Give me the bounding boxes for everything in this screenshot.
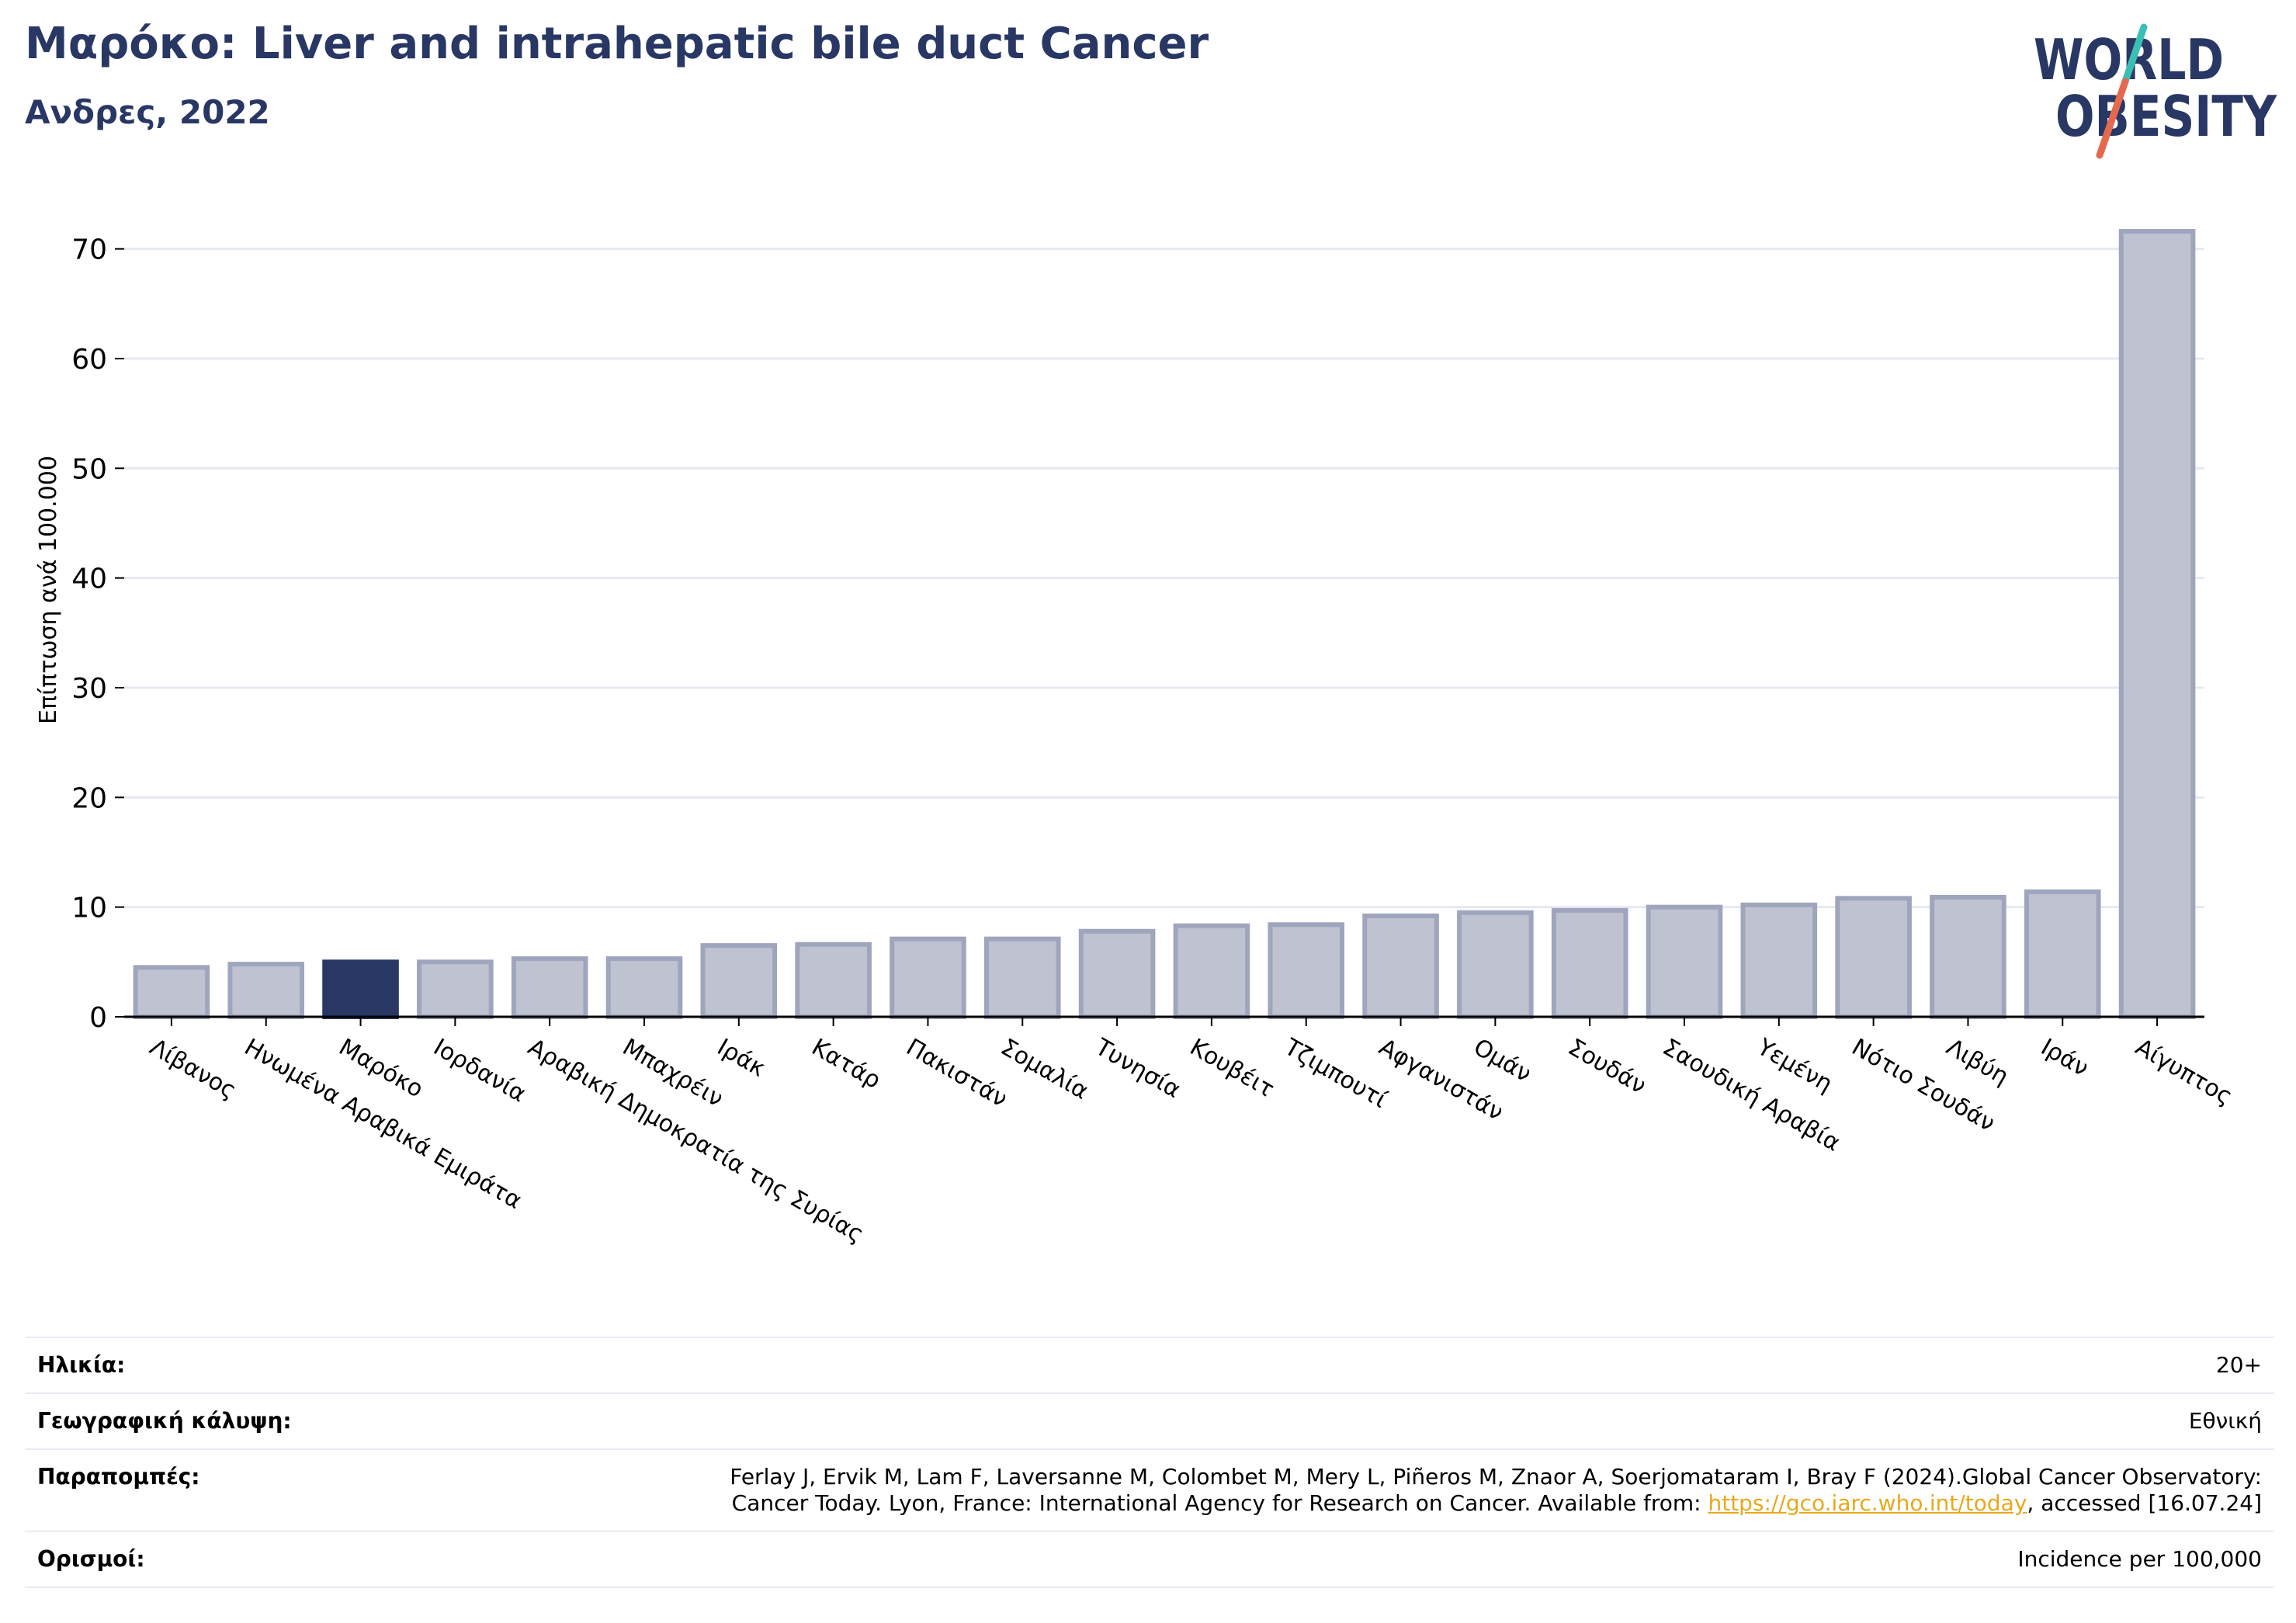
x-tick-label: Πακιστάν bbox=[901, 1034, 1011, 1113]
world-obesity-logo: WORLD OBESITY bbox=[2034, 23, 2277, 159]
x-tick-label: Σομαλία bbox=[996, 1034, 1093, 1105]
x-tick-label: Κουβέιτ bbox=[1185, 1034, 1279, 1104]
bar-16 bbox=[1646, 904, 1723, 1019]
bar-10 bbox=[1078, 928, 1156, 1020]
bar-20 bbox=[2024, 889, 2101, 1019]
y-tick-label: 70 bbox=[71, 234, 107, 266]
x-tick-label: Ιορδανία bbox=[428, 1034, 530, 1108]
x-tick-label: Λιβύη bbox=[1941, 1034, 2013, 1091]
age-label: Ηλικία: bbox=[37, 1352, 126, 1378]
bar-18 bbox=[1835, 896, 1912, 1019]
age-value: 20+ bbox=[2215, 1352, 2262, 1378]
coverage-label: Γεωγραφική κάλυψη: bbox=[37, 1408, 292, 1434]
bar-13 bbox=[1362, 913, 1439, 1020]
references-value: Ferlay J, Ervik M, Lam F, Laversanne M, … bbox=[730, 1464, 2262, 1517]
bar-17 bbox=[1740, 902, 1818, 1019]
x-tick-label: Κατάρ bbox=[807, 1034, 886, 1094]
bar-4 bbox=[511, 956, 588, 1020]
x-tick-label: Αίγυπτος bbox=[2131, 1034, 2237, 1111]
chart-subtitle: Ανδρες, 2022 bbox=[25, 93, 270, 131]
y-tick-label: 50 bbox=[71, 453, 107, 485]
bar-19 bbox=[1930, 894, 2006, 1019]
y-tick-label: 40 bbox=[71, 564, 107, 595]
info-row-definitions: Ορισμοί: Incidence per 100,000 bbox=[25, 1531, 2274, 1588]
bar-2 bbox=[322, 959, 399, 1020]
bar-12 bbox=[1268, 922, 1345, 1020]
bar-0 bbox=[133, 965, 210, 1020]
bar-14 bbox=[1457, 910, 1534, 1019]
x-tick-label: Ιράν bbox=[2036, 1034, 2093, 1083]
coverage-value: Εθνική bbox=[2188, 1408, 2262, 1434]
x-tick-label: Ιράκ bbox=[713, 1034, 770, 1083]
info-row-age: Ηλικία: 20+ bbox=[25, 1337, 2274, 1392]
y-tick-label: 10 bbox=[71, 893, 107, 924]
bar-3 bbox=[417, 959, 494, 1020]
reference-link[interactable]: https://gco.iarc.who.int/today bbox=[1708, 1490, 2027, 1516]
x-tick-label: Τυνησία bbox=[1090, 1033, 1185, 1104]
bar-1 bbox=[227, 962, 305, 1020]
chart-title: Μαρόκο: Liver and intrahepatic bile duct… bbox=[25, 19, 1209, 69]
bar-7 bbox=[795, 942, 872, 1019]
grid-layer bbox=[124, 248, 2204, 909]
y-axis-label: Επίπτωση ανά 100.000 bbox=[35, 456, 62, 724]
x-tick-label: Σαουδική Αραβία bbox=[1658, 1034, 1845, 1157]
definitions-value: Incidence per 100,000 bbox=[2017, 1546, 2262, 1572]
y-tick-label: 0 bbox=[89, 1002, 107, 1034]
y-tick-label: 20 bbox=[71, 782, 107, 814]
reference-line-2-prefix: Cancer Today. Lyon, France: Internationa… bbox=[731, 1490, 1708, 1516]
bar-15 bbox=[1551, 907, 1628, 1019]
bar-9 bbox=[983, 936, 1061, 1019]
x-tick-label: Σουδάν bbox=[1563, 1034, 1650, 1100]
bar-6 bbox=[700, 943, 778, 1019]
bar-layer bbox=[133, 229, 2196, 1020]
y-tick-label: 60 bbox=[71, 344, 107, 376]
logo-slash-bottom bbox=[2096, 78, 2129, 159]
reference-line-2-suffix: , accessed [16.07.24] bbox=[2027, 1490, 2262, 1516]
info-row-coverage: Γεωγραφική κάλυψη: Εθνική bbox=[25, 1392, 2274, 1448]
x-tick-label: Ομάν bbox=[1469, 1034, 1535, 1088]
logo-text-obesity: OBESITY bbox=[2055, 84, 2277, 149]
x-tick-label: Αραβική Δημοκρατία της Συρίας bbox=[523, 1034, 868, 1249]
bar-8 bbox=[890, 936, 966, 1019]
x-tick-label: Λίβανος bbox=[145, 1034, 241, 1105]
reference-line-1: Ferlay J, Ervik M, Lam F, Laversanne M, … bbox=[730, 1464, 2262, 1489]
bar-5 bbox=[605, 956, 683, 1020]
info-table: Ηλικία: 20+ Γεωγραφική κάλυψη: Εθνική Πα… bbox=[25, 1337, 2274, 1588]
references-label: Παραπομπές: bbox=[37, 1464, 200, 1489]
bar-21 bbox=[2118, 229, 2196, 1019]
definitions-label: Ορισμοί: bbox=[37, 1546, 145, 1572]
bar-11 bbox=[1173, 923, 1250, 1020]
y-tick-label: 30 bbox=[71, 673, 107, 705]
x-tick-label: Τζιμπουτί bbox=[1279, 1033, 1392, 1114]
info-row-references: Παραπομπές: Ferlay J, Ervik M, Lam F, La… bbox=[25, 1448, 2274, 1531]
logo-slash-top bbox=[2121, 23, 2148, 85]
